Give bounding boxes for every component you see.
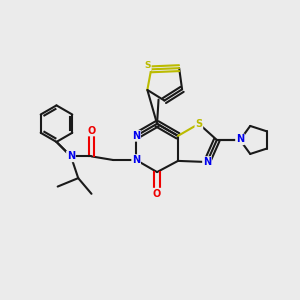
Text: S: S [144, 61, 151, 70]
Text: O: O [153, 189, 161, 199]
Text: N: N [132, 155, 140, 165]
Text: O: O [87, 126, 96, 136]
Text: N: N [236, 134, 244, 144]
Text: S: S [195, 119, 203, 129]
Text: N: N [67, 152, 75, 161]
Text: N: N [203, 157, 211, 167]
Text: N: N [132, 131, 140, 141]
